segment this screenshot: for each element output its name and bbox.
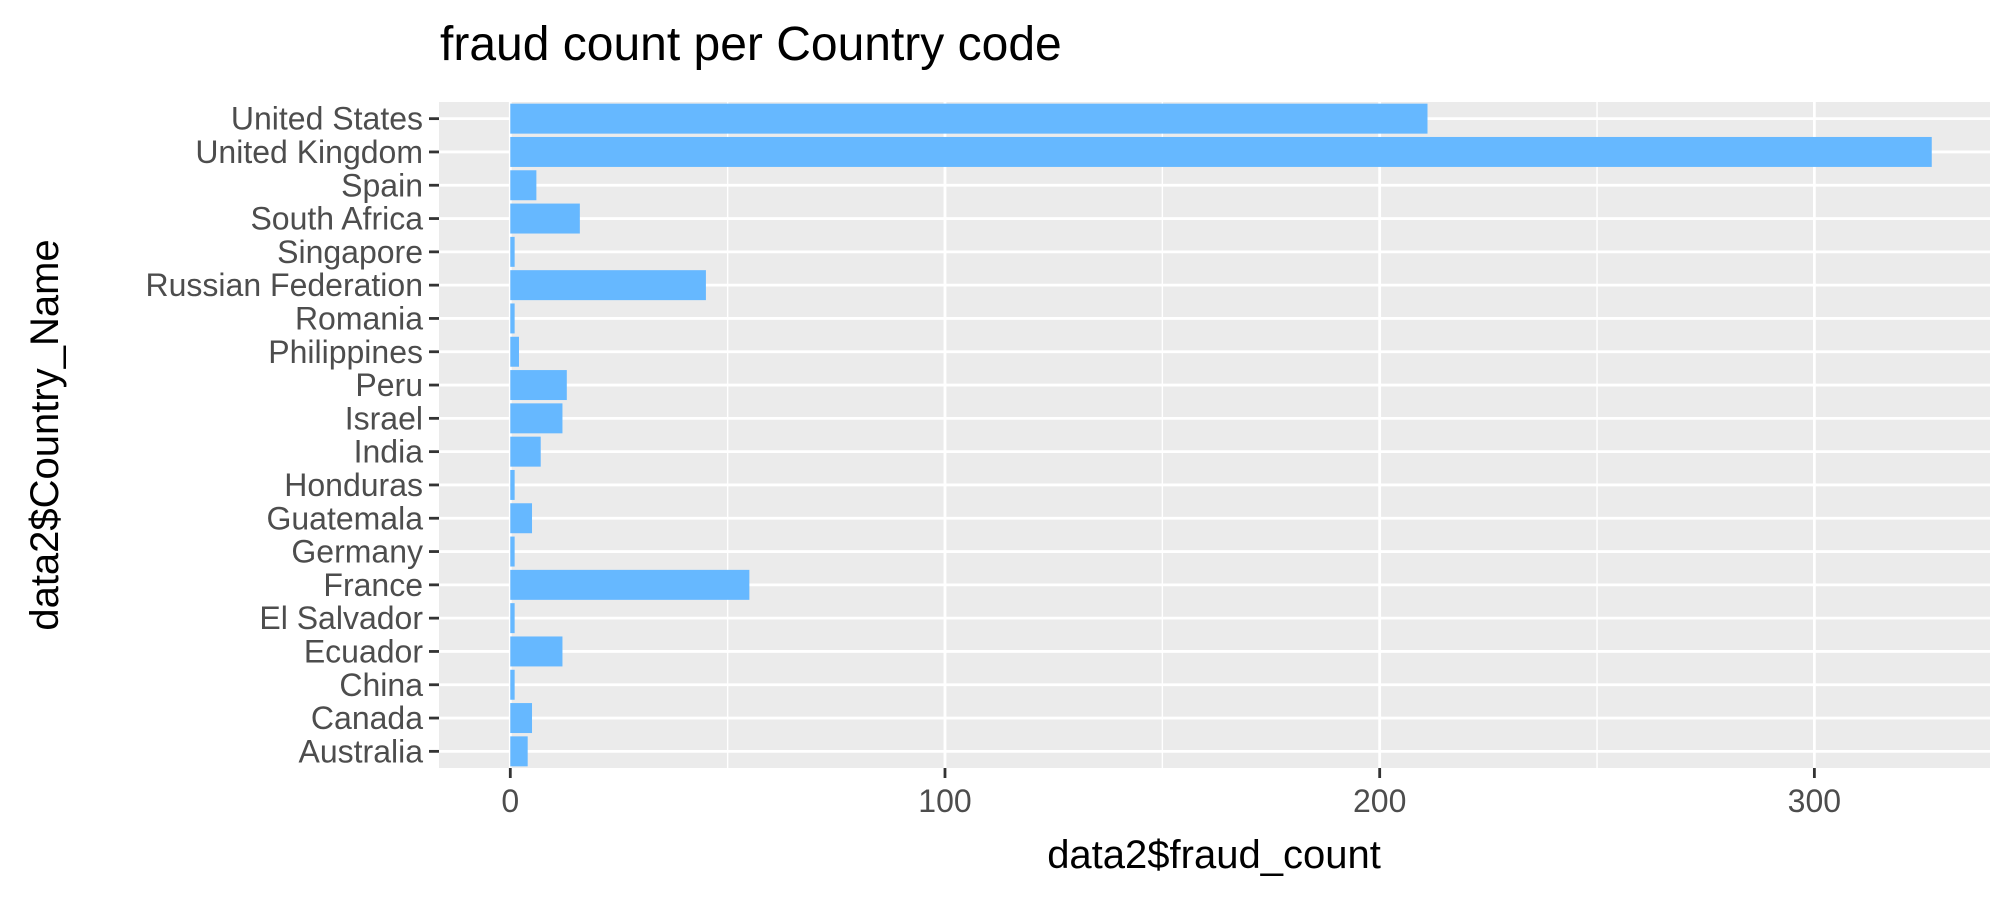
y-tick-label: United States	[231, 101, 423, 137]
x-tick-label: 200	[1353, 783, 1406, 819]
x-tick-label: 100	[918, 783, 971, 819]
y-tick-label: South Africa	[250, 201, 423, 237]
x-tick-label: 0	[501, 783, 519, 819]
y-tick-label: Russian Federation	[146, 267, 423, 303]
bar	[510, 303, 515, 334]
y-tick-label: Philippines	[268, 334, 423, 370]
bar	[510, 270, 706, 301]
bar	[510, 703, 533, 734]
bar	[510, 603, 515, 634]
bars	[510, 103, 1932, 767]
x-axis-title: data2$fraud_count	[1047, 833, 1381, 877]
y-tick-label: India	[354, 434, 424, 470]
bar	[510, 170, 537, 201]
y-tick-label: Honduras	[284, 467, 423, 503]
bar	[510, 436, 541, 467]
y-tick-label: Romania	[295, 300, 423, 336]
y-tick-label: Peru	[355, 367, 423, 403]
y-tick-label: Ecuador	[304, 633, 424, 669]
x-axis: 0 100 200 300	[501, 768, 1841, 819]
x-tick-label: 300	[1788, 783, 1841, 819]
bar	[510, 236, 515, 267]
bar	[510, 136, 1932, 167]
y-tick-label: Guatemala	[266, 500, 423, 536]
y-tick-label: Canada	[311, 700, 423, 736]
bar	[510, 103, 1428, 134]
y-tick-label: El Salvador	[259, 600, 423, 636]
y-tick-label: Israel	[345, 400, 423, 436]
y-tick-label: Spain	[341, 167, 423, 203]
bar	[510, 669, 515, 700]
bar	[510, 736, 528, 767]
y-tick-label: United Kingdom	[195, 134, 423, 170]
bar	[510, 636, 563, 667]
bar	[510, 469, 515, 500]
y-tick-label: Singapore	[277, 234, 423, 270]
bar	[510, 403, 563, 434]
bar	[510, 203, 580, 234]
grid-lines	[439, 102, 1990, 768]
y-tick-label: Australia	[299, 733, 424, 769]
y-tick-label: China	[339, 667, 423, 703]
y-tick-label: Germany	[291, 534, 423, 570]
bar	[510, 503, 533, 534]
bar	[510, 370, 567, 401]
bar	[510, 569, 750, 600]
plot-panel	[439, 102, 1990, 768]
bar	[510, 536, 515, 567]
bar	[510, 336, 519, 367]
y-tick-label: France	[323, 567, 423, 603]
y-axis-title: data2$Country_Name	[23, 239, 67, 630]
chart-title: fraud count per Country code	[440, 18, 1062, 71]
